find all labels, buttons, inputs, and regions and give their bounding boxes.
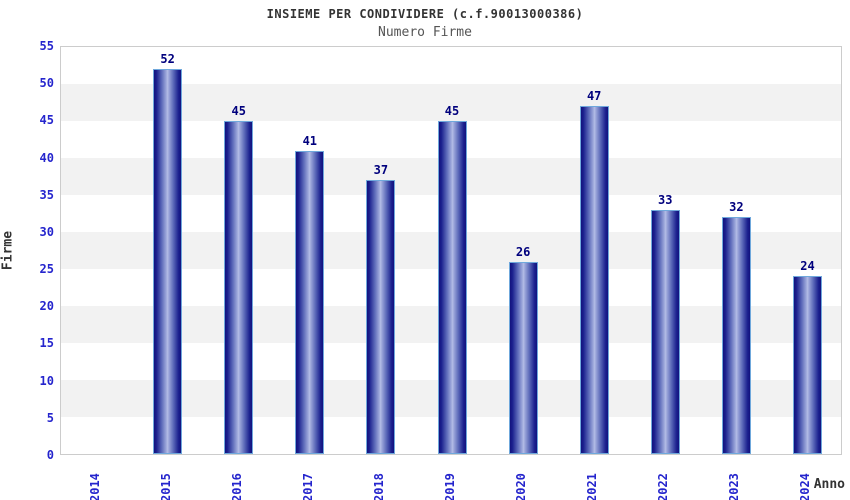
bar-2024: [792, 276, 822, 454]
bar-2017: [295, 150, 325, 454]
grid-band: [61, 84, 841, 121]
x-tick-label: 2023: [727, 473, 742, 500]
bar-value-label: 41: [302, 133, 318, 148]
x-tick-label: 2024: [798, 473, 813, 500]
x-tick-label: 2017: [300, 473, 315, 500]
bar-2019: [437, 121, 467, 454]
x-tick-label: 2021: [585, 473, 600, 500]
y-tick-label: 50: [39, 76, 54, 91]
bar-2020: [508, 261, 538, 454]
bar-value-label: 45: [444, 104, 460, 118]
y-tick-label: 5: [46, 410, 54, 425]
y-tick-label: 40: [39, 150, 54, 165]
y-tick-label: 35: [39, 187, 54, 202]
y-tick-label: 10: [39, 373, 54, 388]
bar-2021: [579, 106, 609, 454]
x-tick-label: 2016: [229, 473, 244, 500]
x-tick-label: 2015: [158, 473, 173, 500]
y-tick-label: 15: [39, 336, 54, 351]
x-tick-label: 2020: [514, 473, 529, 500]
y-tick-label: 45: [39, 113, 54, 128]
bar-value-label: 24: [800, 259, 815, 274]
chart-subtitle: Numero Firme: [378, 25, 472, 40]
bar-value-label: 45: [231, 104, 246, 118]
bar-value-label: 52: [160, 52, 175, 67]
y-tick-label: 30: [39, 224, 54, 239]
x-tick-label: 2014: [87, 473, 102, 500]
plot-area: 52 45 41 37 45 26 47 33 32 24: [60, 46, 842, 455]
x-axis-title: Anno: [813, 477, 845, 492]
x-tick-label: 2022: [656, 473, 671, 500]
y-tick-label: 55: [39, 39, 54, 53]
y-tick-label: 25: [39, 262, 54, 277]
bar-2023: [721, 217, 751, 454]
x-tick-label: 2018: [371, 473, 386, 500]
bar-value-label: 37: [373, 163, 389, 178]
bar-value-label: 26: [515, 244, 531, 259]
bar-2022: [650, 209, 680, 454]
bar-2018: [366, 180, 396, 454]
bar-value-label: 33: [658, 192, 673, 207]
x-tick-label: 2019: [443, 473, 457, 500]
bar-2016: [224, 121, 254, 454]
y-tick-label: 0: [46, 448, 54, 462]
bar-value-label: 47: [586, 89, 602, 104]
bar-2015: [153, 69, 183, 454]
chart-title: INSIEME PER CONDIVIDERE (c.f.90013000386…: [266, 7, 584, 21]
bar-value-label: 32: [729, 200, 744, 215]
grid-band: [61, 47, 841, 84]
y-tick-label: 20: [39, 299, 54, 314]
